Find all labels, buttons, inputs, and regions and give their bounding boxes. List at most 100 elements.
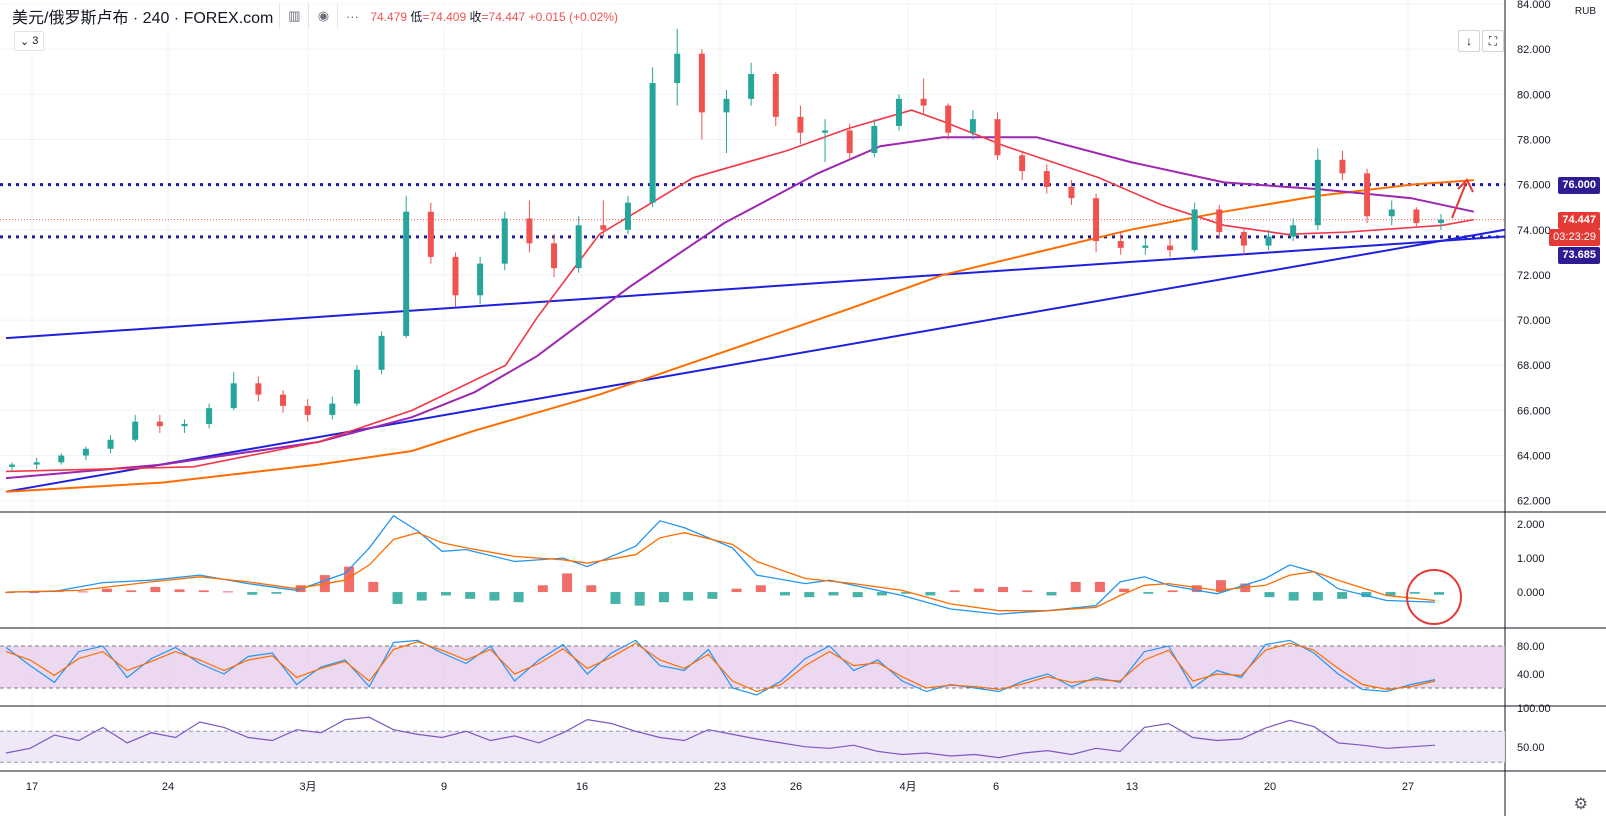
candle-body <box>9 464 15 467</box>
arrow-down-icon[interactable]: ↓ <box>1458 30 1480 52</box>
candle-body <box>674 53 681 84</box>
candle-body <box>871 125 878 154</box>
macd-histogram-bar <box>1385 592 1396 596</box>
candle-body <box>723 98 730 113</box>
candle-body <box>1413 209 1420 224</box>
symbol-title[interactable]: 美元/俄罗斯卢布 · 240 · FOREX.com <box>12 10 274 27</box>
macd-histogram-bar <box>1119 588 1130 593</box>
time-tick-label: 26 <box>790 781 802 793</box>
macd-histogram-bar <box>852 592 863 598</box>
candle-body <box>624 202 631 230</box>
macd-histogram-bar <box>901 592 912 594</box>
macd-tick-label: 0.000 <box>1517 587 1545 599</box>
candle-body <box>895 98 902 126</box>
macd-histogram-bar <box>1337 592 1348 599</box>
chart-header: 美元/俄罗斯卢布 · 240 · FOREX.com ▥ ◉ ··· 74.47… <box>6 4 618 28</box>
macd-histogram-bar <box>658 592 669 603</box>
candle-body <box>1265 236 1272 246</box>
candle-body <box>551 243 558 269</box>
time-tick-label: 17 <box>26 781 38 793</box>
candle-body <box>280 394 287 406</box>
rsi-tick-label: 100.00 <box>1517 703 1551 715</box>
more-icon[interactable]: ··· <box>337 4 366 28</box>
price-tick-label: 84.000 <box>1517 0 1551 11</box>
indicators-collapse-button[interactable]: ⌄ 3 <box>14 31 45 51</box>
last-price-label: 74.447 <box>1558 211 1600 229</box>
macd-histogram-bar <box>634 592 645 606</box>
candle-body <box>920 98 927 106</box>
macd-histogram-bar <box>562 573 573 593</box>
candle-body <box>33 462 40 465</box>
candle-body <box>452 256 459 296</box>
price-tick-label: 78.000 <box>1517 134 1551 146</box>
candle-body <box>575 225 582 269</box>
candle-body <box>748 73 755 99</box>
macd-histogram-bar <box>198 590 209 593</box>
candle-body <box>82 448 89 456</box>
bar-style-icon[interactable]: ▥ <box>279 4 308 28</box>
macd-histogram-bar <box>780 592 791 596</box>
macd-histogram-bar <box>1216 580 1227 593</box>
candle-body <box>772 73 779 117</box>
stoch-tick-label: 80.00 <box>1517 641 1545 653</box>
macd-histogram-bar <box>707 592 718 599</box>
macd-histogram-bar <box>1361 592 1372 598</box>
macd-histogram-bar <box>731 588 742 593</box>
macd-histogram-bar <box>1070 581 1081 593</box>
candle-body <box>994 119 1001 156</box>
candle-body <box>501 218 508 264</box>
stoch-tick-label: 40.00 <box>1517 669 1545 681</box>
macd-histogram-bar <box>416 592 427 601</box>
time-tick-label: 27 <box>1402 781 1414 793</box>
ma-slow-line <box>5 179 1474 493</box>
candle-body <box>1216 209 1223 233</box>
macd-histogram-bar <box>537 585 548 593</box>
macd-histogram-bar <box>586 585 597 593</box>
macd-histogram-bar <box>247 592 258 595</box>
bar-countdown-label: 03:23:29 <box>1549 228 1600 246</box>
time-tick-label: 23 <box>714 781 726 793</box>
price-tick-label: 70.000 <box>1517 315 1551 327</box>
macd-histogram-bar <box>1288 592 1299 601</box>
candle-body <box>1240 232 1247 246</box>
macd-histogram-bar <box>1409 592 1420 594</box>
candle-body <box>132 421 139 440</box>
macd-histogram-bar <box>1434 592 1444 595</box>
ohlc-close-label: 收 <box>469 9 482 24</box>
macd-histogram-bar <box>949 590 960 593</box>
candle-body <box>1043 171 1050 187</box>
time-tick-label: 4月 <box>899 781 916 793</box>
price-tick-label: 62.000 <box>1517 496 1551 508</box>
macd-histogram-bar <box>1143 592 1154 594</box>
candle-body <box>206 408 213 424</box>
macd-histogram-bar <box>1264 592 1275 598</box>
macd-histogram-bar <box>29 592 40 594</box>
time-tick-label: 13 <box>1126 781 1138 793</box>
candle-body <box>304 405 311 415</box>
candle-body <box>156 421 163 427</box>
currency-label[interactable]: RUB <box>1574 6 1596 17</box>
macd-histogram-bar <box>222 591 233 593</box>
candle-body <box>1093 198 1100 242</box>
macd-cross-circle <box>1406 569 1462 625</box>
gear-icon[interactable]: ⚙ <box>1573 796 1588 813</box>
level-73-price-label: 73.685 <box>1558 246 1600 264</box>
macd-tick-label: 2.000 <box>1517 519 1545 531</box>
macd-histogram-bar <box>392 592 403 604</box>
candle-body <box>353 369 360 404</box>
time-tick-label: 9 <box>441 781 447 793</box>
candle-body <box>107 439 114 449</box>
candle-body <box>1166 245 1173 251</box>
fullscreen-icon[interactable]: ⛶ <box>1482 30 1504 52</box>
macd-histogram-bar <box>174 589 185 593</box>
candle-body <box>846 130 853 154</box>
candle-body <box>1019 155 1026 172</box>
candle-body <box>427 211 434 257</box>
candle-body <box>329 403 336 415</box>
ohlc-low: =74.409 <box>422 9 467 24</box>
time-tick-label: 6 <box>993 781 999 793</box>
eye-icon[interactable]: ◉ <box>308 4 337 28</box>
macd-histogram-bar <box>876 592 887 596</box>
ohlc-readout: 74.479 低=74.409 收=74.447 +0.015 (+0.02%) <box>366 8 618 25</box>
